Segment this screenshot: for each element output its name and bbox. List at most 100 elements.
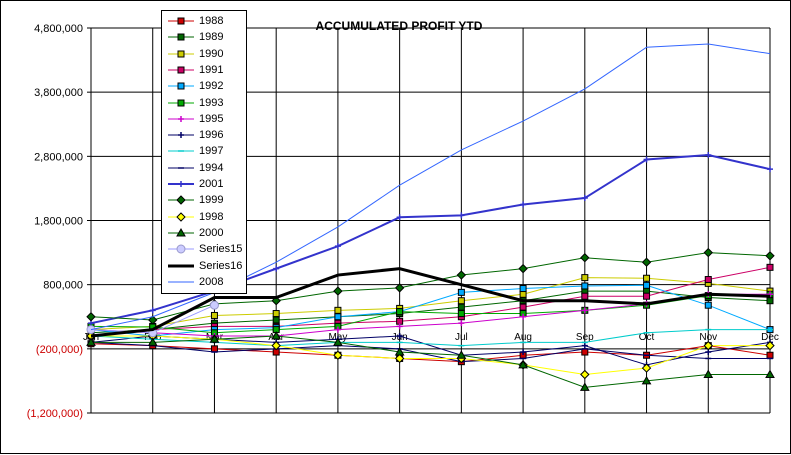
series-line [91,335,770,388]
legend-label: 1998 [199,210,224,223]
series-lines [86,43,775,391]
legend-label: 2000 [199,226,224,239]
legend-swatch [168,82,194,90]
y-tick-label: 3,800,000 [34,87,83,99]
data-point [519,290,527,298]
legend-item: 1989 [162,30,246,46]
data-point [147,337,158,346]
data-point [334,306,342,314]
legend-swatch [168,66,194,74]
legend-swatch [168,195,194,206]
data-point [148,315,158,325]
data-point [520,201,527,208]
legend-label: 1995 [199,112,224,125]
data-point [178,115,184,122]
data-point [641,375,652,385]
y-axis-ticks: 4,800,000 3,800,000 2,800,000 1,800,000 800,… [27,23,91,420]
data-point [705,152,712,159]
data-point [272,310,280,318]
data-point [641,257,652,267]
data-point [271,330,282,340]
data-point [704,276,712,284]
data-point [519,285,527,293]
legend-item: 2008 [162,275,246,291]
data-point [333,350,343,360]
legend-item: 1991 [162,63,246,79]
data-point [641,363,652,373]
legend-swatch [168,17,194,25]
data-point [178,132,184,139]
data-point [581,292,589,300]
y-tick-label: 800,000 [43,280,83,292]
legend-item: 1988 [162,14,246,30]
legend-swatch [168,115,194,122]
data-point [177,99,185,106]
data-point [703,247,713,258]
data-point [458,212,465,219]
legend-swatch [168,181,194,187]
data-point [643,274,651,282]
data-point [581,195,588,202]
data-point [703,340,713,351]
data-point [86,312,96,322]
data-point [271,340,281,351]
legend-label: 1992 [199,80,224,93]
legend-label: 1989 [199,31,224,44]
data-point [396,333,403,339]
series-2000 [86,330,775,391]
x-tick-label: Nov [699,332,717,343]
series-line [91,335,770,376]
legend-swatch [168,244,194,254]
data-point [766,297,774,305]
legend-label: Series16 [199,259,243,272]
data-point [581,342,588,349]
legend-item: 1990 [162,47,246,63]
y-tick-label: 1,800,000 [34,216,83,228]
series-line [90,277,771,331]
data-point [209,300,219,310]
data-point [396,214,403,221]
data-point [177,66,185,74]
data-point [520,313,527,320]
data-point [457,310,465,318]
data-point [176,195,186,206]
data-point [457,303,465,311]
data-point [704,301,712,309]
data-point [149,307,156,314]
legend-item: 1998 [162,210,246,226]
data-point [766,351,774,359]
data-point [457,297,465,305]
legend-swatch [168,166,194,169]
legend-label: 2008 [199,275,224,288]
data-point [580,369,590,380]
data-point [210,345,218,353]
series-2008 [90,43,771,331]
data-point [581,348,589,356]
legend-item: Series15 [162,242,246,258]
data-point [176,211,186,222]
data-point [333,337,343,346]
legend-item: 1997 [162,144,246,160]
data-point [579,382,590,391]
data-point [643,281,651,289]
data-point [765,251,775,261]
legend-swatch [168,264,194,267]
legend-item: Series16 [162,259,246,275]
series-line [90,343,771,363]
data-point [273,265,280,272]
legend-label: 1993 [199,96,224,109]
data-point [334,243,341,250]
chart-title: ACCUMULATED PROFIT YTD [316,19,483,33]
legend-item: 1992 [162,79,246,95]
data-point [396,323,403,330]
x-tick-label: Aug [514,332,532,343]
data-point [581,274,589,282]
data-point [394,353,405,364]
data-point [86,337,96,346]
data-point [176,244,186,254]
x-tick-label: Oct [639,332,655,343]
legend-item: 2001 [162,177,246,193]
series-line [90,284,771,337]
data-point [580,253,590,263]
